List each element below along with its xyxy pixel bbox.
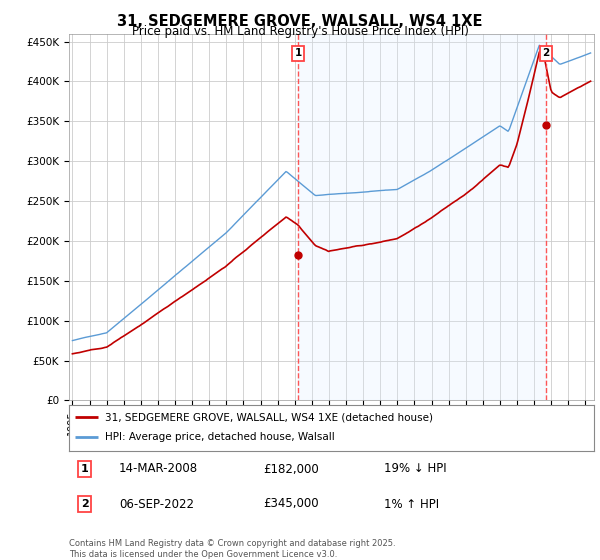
Text: 1: 1: [81, 464, 89, 474]
Text: 31, SEDGEMERE GROVE, WALSALL, WS4 1XE: 31, SEDGEMERE GROVE, WALSALL, WS4 1XE: [117, 14, 483, 29]
Text: Contains HM Land Registry data © Crown copyright and database right 2025.
This d: Contains HM Land Registry data © Crown c…: [69, 539, 395, 559]
Bar: [298, 34, 546, 400]
Text: 19% ↓ HPI: 19% ↓ HPI: [384, 463, 446, 475]
Text: 2: 2: [542, 48, 550, 58]
Text: 06-SEP-2022: 06-SEP-2022: [119, 497, 194, 511]
Text: 14-MAR-2008: 14-MAR-2008: [119, 463, 198, 475]
Text: 2: 2: [81, 499, 89, 509]
Text: 1% ↑ HPI: 1% ↑ HPI: [384, 497, 439, 511]
Text: 31, SEDGEMERE GROVE, WALSALL, WS4 1XE (detached house): 31, SEDGEMERE GROVE, WALSALL, WS4 1XE (d…: [105, 412, 433, 422]
Text: 1: 1: [295, 48, 302, 58]
Text: Price paid vs. HM Land Registry's House Price Index (HPI): Price paid vs. HM Land Registry's House …: [131, 25, 469, 38]
Text: £345,000: £345,000: [263, 497, 319, 511]
Text: HPI: Average price, detached house, Walsall: HPI: Average price, detached house, Wals…: [105, 432, 334, 442]
Text: £182,000: £182,000: [263, 463, 319, 475]
